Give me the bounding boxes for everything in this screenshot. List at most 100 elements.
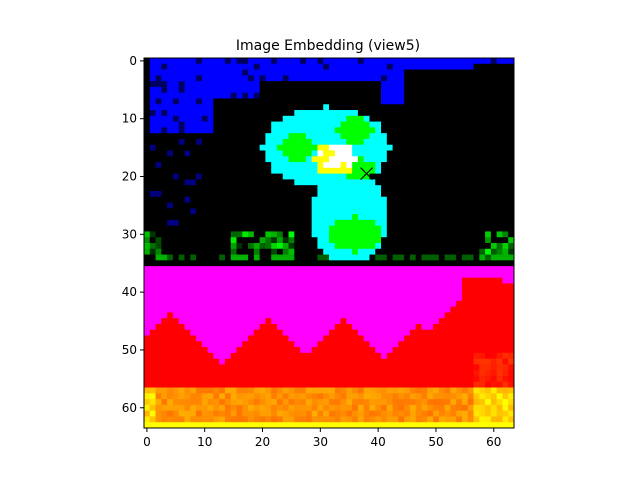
- heatmap-cell: [456, 162, 463, 169]
- heatmap-cell: [311, 190, 318, 198]
- heatmap-cell: [340, 399, 347, 406]
- heatmap-cell: [433, 364, 440, 371]
- heatmap-cell: [352, 86, 359, 94]
- heatmap-cell: [190, 98, 197, 105]
- heatmap-cell: [329, 121, 336, 128]
- heatmap-cell: [392, 75, 399, 82]
- heatmap-cell: [184, 243, 191, 250]
- heatmap-cell: [300, 133, 307, 140]
- heatmap-cell: [294, 347, 301, 354]
- heatmap-cell: [334, 422, 341, 429]
- heatmap-cell: [433, 283, 440, 290]
- heatmap-cell: [352, 208, 359, 215]
- heatmap-cell: [253, 277, 261, 284]
- heatmap-cell: [282, 121, 289, 128]
- heatmap-cell: [381, 335, 388, 342]
- heatmap-cell: [433, 341, 440, 348]
- heatmap-cell: [473, 104, 480, 111]
- heatmap-cell: [213, 185, 220, 192]
- heatmap-cell: [409, 190, 417, 198]
- heatmap-cell: [456, 329, 463, 336]
- heatmap-cell: [433, 92, 440, 99]
- heatmap-cell: [167, 254, 174, 261]
- heatmap-cell: [161, 358, 168, 365]
- heatmap-cell: [242, 352, 249, 360]
- heatmap-cell: [352, 104, 359, 111]
- heatmap-cell: [317, 254, 324, 261]
- heatmap-cell: [329, 231, 336, 238]
- heatmap-cell: [381, 133, 388, 140]
- heatmap-cell: [415, 208, 422, 215]
- heatmap-cell: [178, 63, 185, 70]
- heatmap-cell: [479, 399, 486, 406]
- heatmap-cell: [467, 81, 474, 88]
- heatmap-cell: [329, 69, 336, 76]
- heatmap-cell: [433, 300, 440, 307]
- heatmap-cell: [456, 98, 463, 105]
- heatmap-cell: [334, 138, 341, 146]
- heatmap-cell: [438, 185, 446, 192]
- heatmap-cell: [427, 347, 434, 354]
- heatmap-cell: [456, 422, 463, 429]
- heatmap-cell: [357, 318, 365, 325]
- heatmap-cell: [213, 179, 220, 186]
- heatmap-cell: [149, 266, 156, 273]
- heatmap-cell: [305, 312, 313, 319]
- heatmap-cell: [224, 110, 232, 117]
- heatmap-cell: [398, 271, 405, 279]
- heatmap-cell: [224, 69, 232, 76]
- heatmap-cell: [329, 404, 336, 412]
- heatmap-cell: [329, 63, 336, 70]
- heatmap-cell: [224, 208, 232, 215]
- heatmap-cell: [479, 156, 486, 163]
- heatmap-cell: [352, 352, 359, 360]
- heatmap-cell: [363, 115, 370, 122]
- heatmap-cell: [363, 58, 370, 65]
- heatmap-cell: [224, 312, 232, 319]
- heatmap-cell: [346, 138, 353, 146]
- heatmap-cell: [392, 422, 399, 429]
- heatmap-cell: [161, 190, 168, 198]
- heatmap-cell: [467, 86, 474, 94]
- heatmap-cell: [219, 190, 226, 198]
- heatmap-cell: [242, 318, 249, 325]
- heatmap-cell: [155, 335, 162, 342]
- heatmap-cell: [450, 422, 457, 429]
- heatmap-cell: [155, 167, 162, 175]
- heatmap-cell: [450, 208, 457, 215]
- heatmap-cell: [190, 115, 197, 122]
- heatmap-cell: [144, 115, 151, 122]
- heatmap-cell: [381, 127, 388, 134]
- heatmap-cell: [242, 231, 249, 238]
- heatmap-cell: [467, 196, 474, 203]
- heatmap-cell: [253, 167, 261, 175]
- heatmap-cell: [473, 243, 480, 250]
- heatmap-cell: [346, 231, 353, 238]
- heatmap-cell: [276, 283, 284, 290]
- heatmap-cell: [421, 318, 428, 325]
- heatmap-cell: [317, 214, 324, 221]
- heatmap-cell: [415, 271, 422, 279]
- heatmap-cell: [363, 75, 370, 82]
- heatmap-cell: [248, 196, 255, 203]
- heatmap-cell: [404, 144, 411, 151]
- heatmap-cell: [363, 306, 370, 313]
- heatmap-cell: [473, 81, 480, 88]
- heatmap-cell: [485, 138, 492, 146]
- heatmap-cell: [311, 416, 318, 423]
- heatmap-cell: [479, 364, 486, 371]
- heatmap-cell: [149, 110, 156, 117]
- heatmap-cell: [386, 86, 393, 94]
- heatmap-cell: [155, 422, 162, 429]
- heatmap-cell: [288, 219, 295, 227]
- heatmap-cell: [167, 104, 174, 111]
- heatmap-cell: [294, 63, 301, 70]
- heatmap-cell: [363, 110, 370, 117]
- heatmap-cell: [340, 98, 347, 105]
- heatmap-cell: [311, 219, 318, 227]
- heatmap-cell: [461, 283, 469, 290]
- heatmap-cell: [450, 179, 457, 186]
- heatmap-cell: [456, 138, 463, 146]
- heatmap-cell: [386, 329, 393, 336]
- heatmap-cell: [398, 150, 405, 157]
